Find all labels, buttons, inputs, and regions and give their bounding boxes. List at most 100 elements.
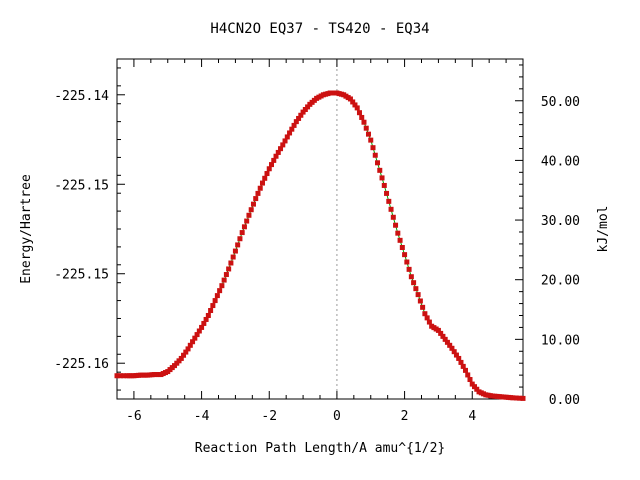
data-point	[185, 346, 191, 352]
y-left-tick-label: -225.16	[54, 357, 109, 372]
data-point	[404, 259, 410, 265]
data-point	[440, 333, 446, 339]
y-right-tick-label: 40.00	[541, 154, 580, 169]
data-point	[517, 395, 523, 401]
data-point	[300, 109, 306, 115]
data-point	[356, 110, 362, 116]
data-point	[223, 272, 229, 278]
data-point	[368, 137, 374, 143]
data-point	[426, 319, 432, 325]
data-point	[467, 377, 473, 383]
data-point	[255, 190, 261, 196]
data-point	[291, 122, 297, 128]
data-point	[289, 126, 295, 132]
data-point	[393, 222, 399, 228]
y-axis-right: 50.00 40.00 30.00 20.00 10.00 0.00	[515, 95, 580, 408]
data-point	[438, 330, 444, 336]
x-axis: -6 -4 -2 0 2 4	[126, 59, 476, 424]
data-point	[235, 242, 241, 248]
data-point	[435, 327, 441, 333]
data-point	[187, 342, 193, 348]
data-point	[221, 277, 227, 283]
data-point	[447, 342, 453, 348]
data-point	[458, 359, 464, 365]
data-point	[296, 115, 302, 121]
data-point	[232, 248, 238, 254]
data-point	[257, 185, 263, 191]
x-tick-label: -6	[126, 409, 142, 424]
x-tick-label: 2	[401, 409, 409, 424]
data-point	[363, 125, 369, 131]
data-point	[472, 384, 478, 390]
data-point	[381, 182, 387, 188]
data-point	[417, 298, 423, 304]
y-right-tick-label: 50.00	[541, 95, 580, 110]
data-point	[397, 237, 403, 243]
x-tick-label: 4	[468, 409, 476, 424]
data-point	[377, 167, 383, 173]
data-point	[359, 114, 365, 120]
x-tick-label: -4	[194, 409, 210, 424]
data-point	[239, 230, 245, 236]
data-point	[237, 236, 243, 242]
data-point	[305, 104, 311, 110]
data-point	[282, 138, 288, 144]
data-point	[228, 260, 234, 266]
x-tick-label: 0	[333, 409, 341, 424]
data-point	[271, 157, 277, 163]
data-point	[210, 303, 216, 309]
data-point	[469, 381, 475, 387]
data-point	[422, 311, 428, 317]
y-right-tick-label: 30.00	[541, 214, 580, 229]
y-axis-left-label: Energy/Hartree	[19, 174, 34, 284]
data-point	[266, 166, 272, 172]
data-point	[241, 224, 247, 230]
y-right-tick-label: 20.00	[541, 274, 580, 289]
data-point	[406, 266, 412, 272]
data-point	[370, 145, 376, 151]
data-point	[278, 146, 284, 152]
data-point	[183, 349, 189, 355]
data-point	[408, 274, 414, 280]
data-point	[275, 149, 281, 155]
energy-series-line	[117, 92, 524, 399]
data-point	[269, 162, 275, 168]
data-point	[219, 283, 225, 289]
data-point	[361, 119, 367, 125]
data-point	[350, 99, 356, 105]
data-point	[208, 308, 214, 314]
data-point	[201, 320, 207, 326]
data-point	[390, 214, 396, 220]
data-point	[117, 373, 123, 379]
data-point	[264, 171, 270, 177]
data-point	[442, 336, 448, 342]
data-point	[402, 252, 408, 258]
data-point	[205, 312, 211, 318]
y-left-tick-label: -225.15	[54, 178, 109, 193]
data-point	[253, 196, 259, 202]
data-point	[246, 212, 252, 218]
data-point	[280, 142, 286, 148]
data-point	[460, 363, 466, 369]
data-point	[212, 298, 218, 304]
data-point	[449, 345, 455, 351]
data-point	[194, 332, 200, 338]
data-point	[510, 395, 516, 401]
data-point	[386, 198, 392, 204]
data-point	[456, 355, 462, 361]
data-point	[217, 288, 223, 294]
data-point	[298, 112, 304, 118]
energy-series-markers	[114, 90, 526, 401]
y-right-tick-label: 0.00	[549, 393, 580, 408]
data-point	[259, 180, 265, 186]
minor-ticks	[117, 59, 523, 399]
data-point	[178, 355, 184, 361]
data-point	[354, 105, 360, 111]
data-point	[199, 324, 205, 330]
data-point	[444, 339, 450, 345]
data-point	[415, 292, 421, 298]
data-point	[196, 328, 202, 334]
data-point	[395, 230, 401, 236]
data-point	[230, 254, 236, 260]
data-point	[399, 244, 405, 250]
